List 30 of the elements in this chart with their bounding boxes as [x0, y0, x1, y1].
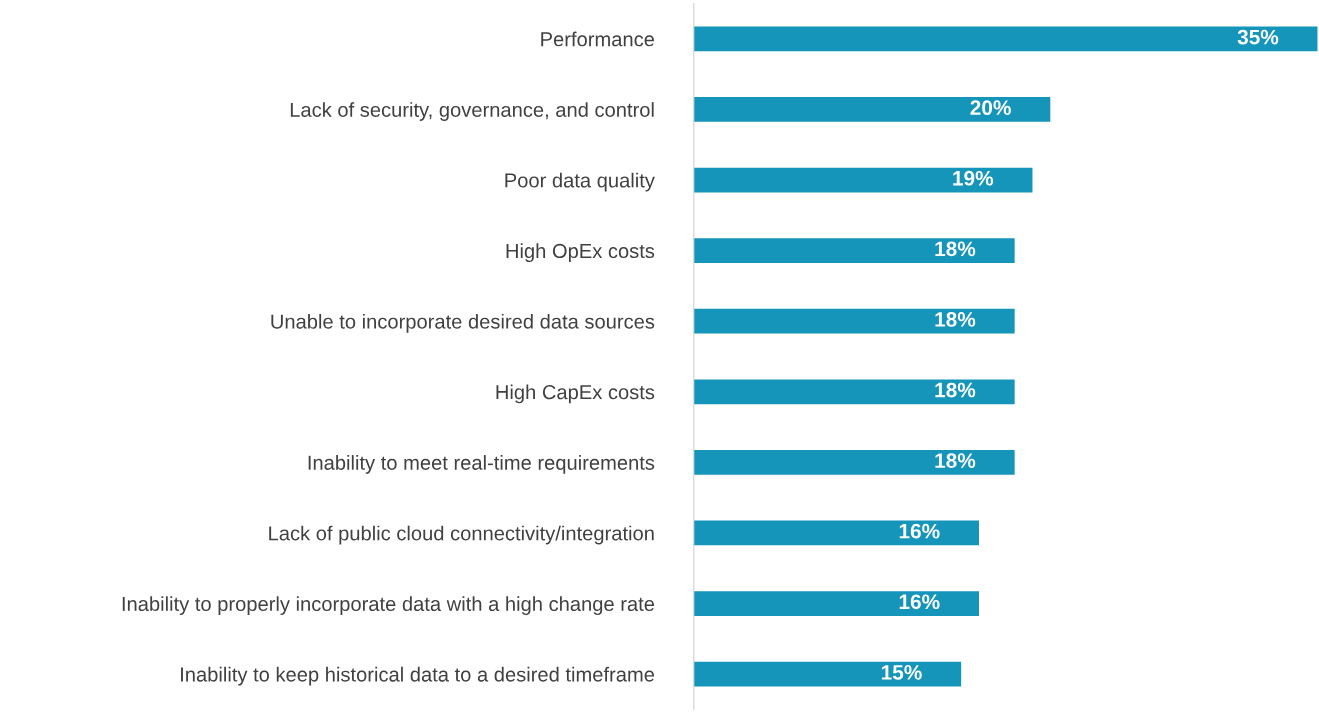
bar: [693, 450, 1015, 475]
bar: [693, 238, 1015, 263]
data-label: 18%: [935, 312, 976, 327]
bar: [693, 520, 979, 546]
data-label: 35%: [1237, 29, 1279, 45]
y-tick-label: Unable to incorporate desired data sources: [271, 313, 655, 333]
data-label: 16%: [899, 594, 940, 610]
y-tick-label: Lack of security, governance, and control: [290, 102, 654, 121]
bar: [693, 308, 1015, 334]
data-label: 20%: [970, 100, 1011, 116]
data-label: 18%: [935, 241, 976, 257]
data-label: 15%: [881, 665, 922, 680]
y-tick-label: Performance: [541, 31, 655, 47]
bar: [693, 379, 1015, 405]
y-tick-label: Inability to properly incorporate data with a high change rate: [122, 596, 655, 616]
data-label: 19%: [953, 170, 994, 186]
bar: [693, 661, 962, 687]
y-tick-label: High CapEx costs: [496, 384, 655, 404]
data-label: 18%: [935, 453, 976, 468]
y-tick-label: Inability to meet real-time requirements: [308, 455, 655, 474]
y-tick-label: High OpEx costs: [506, 243, 655, 263]
y-tick-label: Lack of public cloud connectivity/integration: [269, 525, 654, 545]
bar: [693, 26, 1318, 52]
y-tick-label: Poor data quality: [505, 172, 655, 192]
bar: [693, 591, 979, 616]
data-label: 16%: [899, 523, 940, 539]
y-tick-label: Inability to keep historical data to a desired timeframe: [181, 666, 655, 686]
bar: [693, 167, 1033, 193]
data-label: 18%: [935, 382, 976, 398]
bar: [693, 97, 1051, 122]
